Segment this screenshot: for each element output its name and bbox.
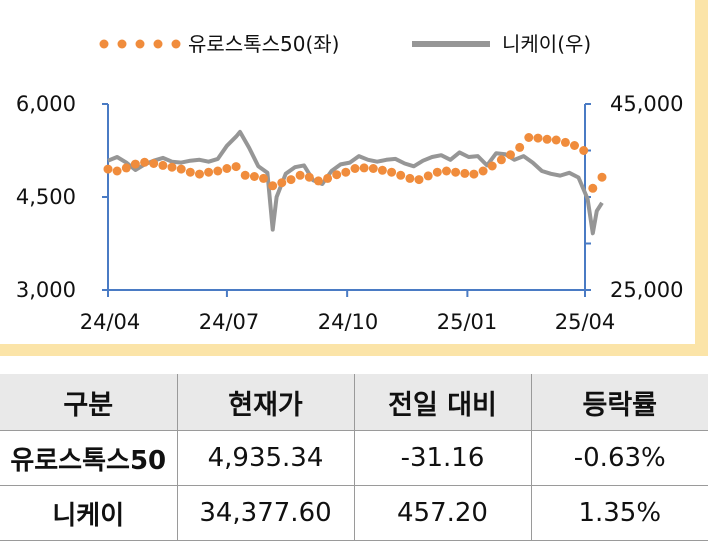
data-point-eurostoxx (249, 172, 259, 181)
data-point-eurostoxx (286, 175, 296, 185)
row-price: 4,935.34 (176, 430, 355, 486)
row-change: -31.16 (353, 430, 532, 486)
data-point-eurostoxx (332, 170, 342, 180)
row-change: 457.20 (353, 485, 532, 541)
data-point-eurostoxx (460, 168, 470, 178)
data-point-eurostoxx (240, 170, 250, 180)
row-name: 니케이 (0, 485, 178, 541)
series-eurostoxx (103, 133, 607, 193)
chart-frame: 유로스톡스50(좌) 니케이(우) 6,000 4,500 3,000 45,0… (0, 0, 708, 356)
legend-nikkei-label: 니케이(우) (502, 32, 591, 56)
data-point-eurostoxx (213, 166, 223, 176)
left-tick-label: 6,000 (16, 92, 76, 116)
data-point-eurostoxx (259, 173, 268, 183)
left-tick-label: 4,500 (16, 185, 76, 209)
table-row: 니케이 34,377.60 457.20 1.35% (0, 485, 708, 541)
data-point-eurostoxx (130, 159, 140, 169)
data-point-eurostoxx (304, 172, 314, 182)
data-point-eurostoxx (158, 160, 168, 170)
series-nikkei (107, 129, 604, 236)
data-point-eurostoxx (432, 167, 442, 177)
data-point-eurostoxx (387, 167, 397, 177)
data-point-eurostoxx (368, 164, 378, 173)
axis-ticks (102, 103, 591, 297)
data-point-eurostoxx (295, 170, 305, 180)
x-tick-label: 24/10 (318, 310, 379, 334)
data-point-eurostoxx (579, 146, 589, 155)
data-point-eurostoxx (222, 164, 232, 173)
data-point-eurostoxx (478, 166, 488, 176)
data-point-eurostoxx (396, 170, 406, 180)
series-line-nikkei (107, 129, 604, 236)
data-point-eurostoxx (103, 164, 113, 174)
x-tick-label: 25/01 (437, 310, 498, 334)
data-point-eurostoxx (423, 171, 433, 181)
x-tick-label: 24/04 (80, 310, 141, 334)
data-point-eurostoxx (323, 173, 333, 183)
data-point-eurostoxx (268, 181, 278, 191)
data-point-eurostoxx (560, 137, 570, 147)
table-header-row: 구분 현재가 전일 대비 등락률 (0, 374, 708, 431)
data-point-eurostoxx (515, 142, 525, 152)
data-point-eurostoxx (359, 163, 369, 173)
x-tick-label: 25/04 (555, 310, 616, 334)
data-point-eurostoxx (112, 166, 122, 176)
table-row: 유로스톡스50 4,935.34 -31.16 -0.63% (0, 430, 708, 486)
data-point-eurostoxx (149, 159, 159, 168)
right-tick-label: 25,000 (610, 278, 683, 302)
data-point-eurostoxx (570, 141, 579, 150)
data-point-eurostoxx (277, 178, 287, 188)
right-tick-label: 45,000 (610, 92, 683, 116)
data-point-eurostoxx (487, 161, 497, 171)
data-point-eurostoxx (350, 164, 360, 173)
data-point-eurostoxx (377, 165, 387, 175)
chart-panel: 유로스톡스50(좌) 니케이(우) 6,000 4,500 3,000 45,0… (0, 0, 695, 344)
data-point-eurostoxx (204, 167, 214, 177)
header-price: 현재가 (176, 374, 355, 431)
header-rate: 등락률 (530, 374, 708, 431)
data-point-eurostoxx (506, 150, 515, 160)
row-name: 유로스톡스50 (0, 430, 178, 486)
row-price: 34,377.60 (176, 485, 355, 541)
data-point-eurostoxx (405, 173, 415, 183)
row-rate: -0.63% (530, 430, 708, 486)
data-point-eurostoxx (551, 135, 561, 145)
data-point-eurostoxx (442, 166, 451, 176)
data-point-eurostoxx (121, 163, 131, 173)
data-point-eurostoxx (231, 162, 241, 172)
data-point-eurostoxx (167, 162, 177, 172)
data-point-eurostoxx (176, 164, 186, 174)
data-point-eurostoxx (588, 183, 598, 193)
header-change: 전일 대비 (353, 374, 532, 431)
left-axis-labels: 6,000 4,500 3,000 (16, 92, 76, 302)
right-axis-labels: 45,000 25,000 (610, 92, 683, 302)
x-tick-label: 24/07 (199, 310, 260, 334)
legend-eurostoxx-label: 유로스톡스50(좌) (188, 32, 339, 56)
x-axis-labels: 24/04 24/07 24/10 25/01 25/04 (80, 310, 616, 334)
data-point-eurostoxx (414, 175, 424, 185)
data-point-eurostoxx (313, 176, 323, 186)
data-point-eurostoxx (469, 169, 479, 179)
data-point-eurostoxx (533, 133, 543, 143)
legend-eurostoxx-swatch (99, 39, 181, 49)
data-point-eurostoxx (597, 172, 607, 182)
header-category: 구분 (0, 374, 178, 431)
data-point-eurostoxx (542, 134, 552, 144)
data-point-eurostoxx (496, 155, 506, 165)
left-tick-label: 3,000 (16, 278, 76, 302)
data-point-eurostoxx (195, 169, 204, 179)
data-point-eurostoxx (451, 167, 461, 177)
data-point-eurostoxx (524, 133, 534, 142)
index-table: 구분 현재가 전일 대비 등락률 유로스톡스50 4,935.34 -31.16… (0, 374, 708, 541)
data-point-eurostoxx (341, 167, 351, 177)
data-point-eurostoxx (140, 157, 150, 167)
data-point-eurostoxx (185, 167, 195, 177)
chart-legend: 유로스톡스50(좌) 니케이(우) (99, 32, 591, 56)
line-chart: 유로스톡스50(좌) 니케이(우) 6,000 4,500 3,000 45,0… (16, 32, 684, 334)
row-rate: 1.35% (530, 485, 708, 541)
